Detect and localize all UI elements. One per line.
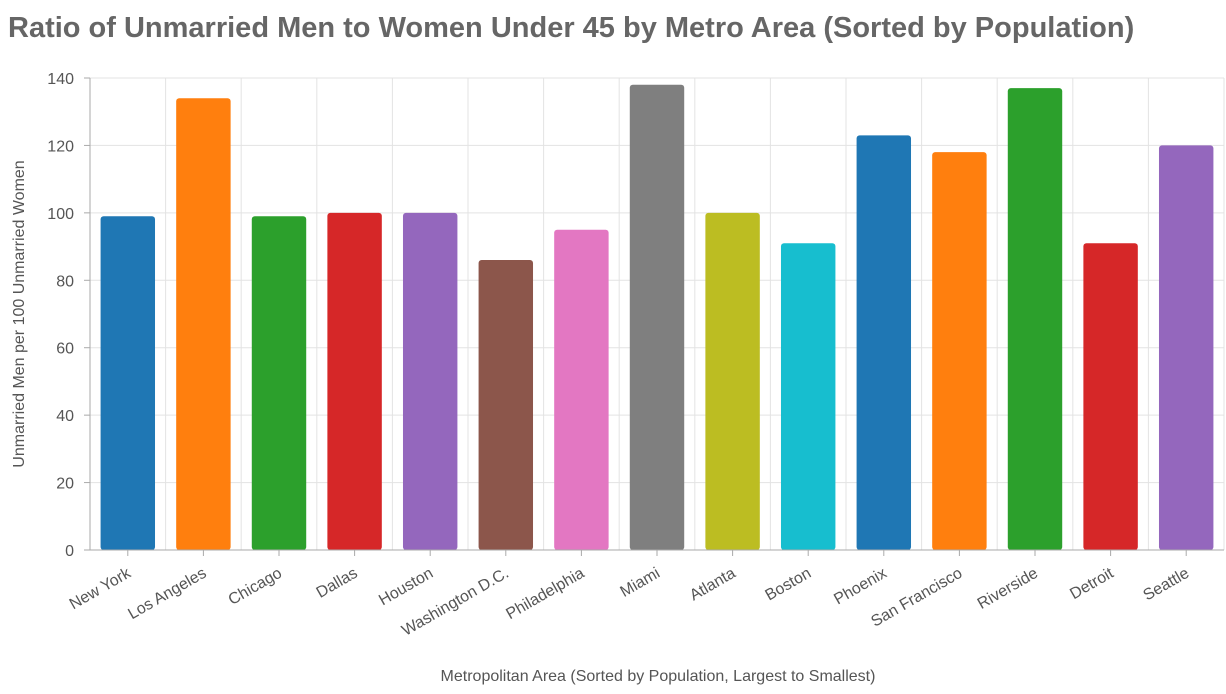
- x-tick-label: Los Angeles: [125, 565, 209, 623]
- y-tick-label: 80: [56, 273, 74, 290]
- bar-los-angeles[interactable]: [176, 98, 231, 550]
- bar-riverside[interactable]: [1007, 88, 1063, 550]
- bar-atlanta[interactable]: [705, 212, 760, 550]
- chart-title: Ratio of Unmarried Men to Women Under 45…: [8, 12, 1134, 44]
- x-tick-label: Detroit: [1067, 564, 1117, 603]
- x-tick-label: Riverside: [975, 565, 1041, 613]
- bar-chicago[interactable]: [251, 216, 307, 550]
- x-tick-label: Chicago: [226, 565, 285, 609]
- x-tick-label: Dallas: [314, 565, 361, 602]
- bar-houston[interactable]: [402, 212, 458, 550]
- bar-phoenix[interactable]: [856, 135, 912, 551]
- x-axis-title: Metropolitan Area (Sorted by Population,…: [441, 668, 876, 685]
- x-tick-label: Miami: [618, 565, 663, 601]
- y-tick-label: 60: [56, 341, 74, 358]
- x-tick-label: Houston: [376, 565, 436, 610]
- y-tick-label: 100: [47, 206, 74, 223]
- y-tick-label: 120: [47, 138, 74, 155]
- bar-detroit[interactable]: [1083, 243, 1138, 550]
- y-tick-label: 40: [56, 408, 74, 425]
- x-tick-label: Philadelphia: [503, 565, 587, 623]
- y-tick-label: 20: [56, 476, 74, 493]
- y-tick-label: 140: [47, 71, 74, 88]
- y-axis-ticks: 0 20 40 60 80 100 120 140: [47, 71, 90, 560]
- x-tick-label: Phoenix: [831, 565, 890, 609]
- bars: [100, 84, 1214, 551]
- x-tick-label: Seattle: [1141, 565, 1193, 605]
- bar-philadelphia[interactable]: [554, 229, 609, 550]
- bar-seattle[interactable]: [1158, 145, 1214, 550]
- y-axis-title: Unmarried Men per 100 Unmarried Women: [11, 160, 28, 467]
- bar-boston[interactable]: [780, 243, 836, 550]
- bar-washington-d-c[interactable]: [478, 260, 534, 550]
- x-tick-label: Boston: [763, 565, 815, 605]
- bar-san-francisco[interactable]: [932, 152, 987, 550]
- x-tick-label: Atlanta: [687, 565, 739, 605]
- bar-miami[interactable]: [629, 84, 685, 550]
- bar-new-york[interactable]: [100, 216, 156, 550]
- x-tick-label: New York: [67, 564, 135, 613]
- bar-dallas[interactable]: [327, 212, 382, 550]
- y-tick-label: 0: [65, 543, 74, 560]
